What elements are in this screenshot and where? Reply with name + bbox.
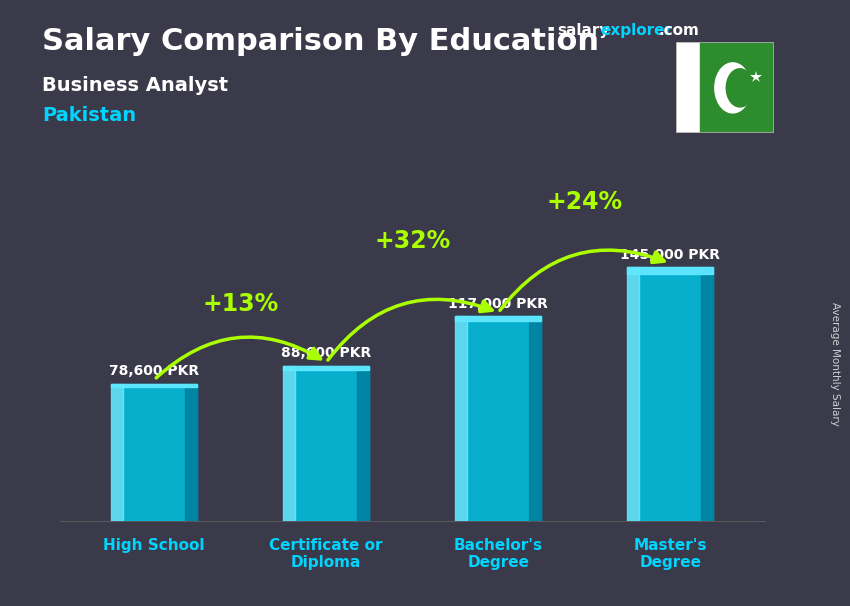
Circle shape — [726, 68, 754, 107]
Text: explorer: explorer — [600, 23, 672, 38]
Bar — [468, 316, 541, 521]
Bar — [639, 267, 713, 521]
Text: Salary Comparison By Education: Salary Comparison By Education — [42, 27, 599, 56]
Text: 117,000 PKR: 117,000 PKR — [448, 297, 548, 311]
Bar — [111, 384, 197, 387]
Bar — [357, 366, 369, 521]
Bar — [295, 366, 369, 521]
Bar — [456, 316, 468, 521]
Bar — [700, 42, 774, 133]
Bar — [283, 366, 369, 370]
Bar — [701, 267, 713, 521]
Text: +24%: +24% — [547, 190, 622, 214]
Bar — [456, 316, 541, 321]
Bar — [111, 384, 123, 521]
Bar — [627, 267, 713, 274]
Text: 145,000 PKR: 145,000 PKR — [620, 248, 720, 262]
Text: 88,600 PKR: 88,600 PKR — [281, 347, 371, 361]
Text: .com: .com — [659, 23, 700, 38]
Text: +32%: +32% — [374, 229, 450, 253]
Text: +13%: +13% — [202, 291, 278, 316]
Text: 78,600 PKR: 78,600 PKR — [109, 364, 199, 378]
Bar — [627, 267, 639, 521]
Bar — [123, 384, 197, 521]
Wedge shape — [715, 63, 750, 113]
Bar — [185, 384, 197, 521]
Bar — [283, 366, 295, 521]
Bar — [676, 42, 700, 133]
Text: Average Monthly Salary: Average Monthly Salary — [830, 302, 840, 425]
Text: salary: salary — [557, 23, 609, 38]
Text: Business Analyst: Business Analyst — [42, 76, 229, 95]
Text: Pakistan: Pakistan — [42, 106, 137, 125]
Bar — [530, 316, 541, 521]
